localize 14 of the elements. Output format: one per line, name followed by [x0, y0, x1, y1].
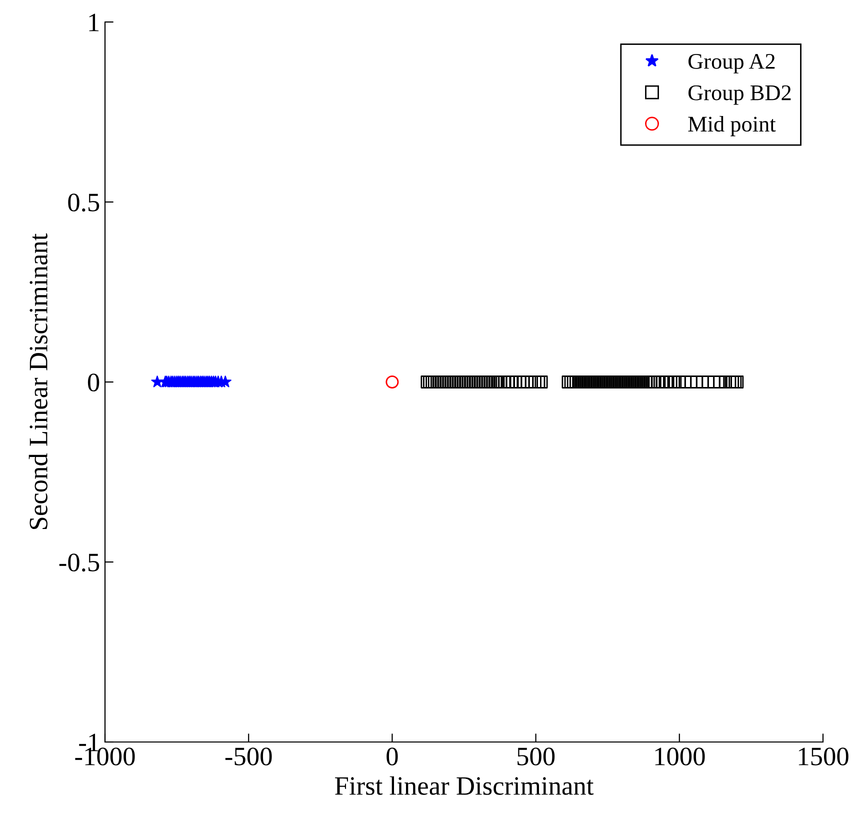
x-tick-label: 0 — [386, 748, 398, 766]
legend-label: Group A2 — [688, 54, 775, 74]
x-tick-label: 1000 — [655, 748, 705, 766]
x-tick-label: 1500 — [798, 748, 848, 766]
y-tick-label: -0.5 — [59, 554, 100, 572]
x-tick-label: -500 — [225, 748, 272, 766]
y-tick-label: 1 — [89, 14, 99, 32]
legend-label: Mid point — [688, 116, 776, 136]
y-axis-title: Second Linear Discriminant — [28, 233, 48, 529]
y-tick-label: 0.5 — [68, 194, 100, 212]
legend-label: Group BD2 — [688, 85, 791, 105]
y-tick-label: 0 — [88, 374, 100, 392]
x-tick-label: 500 — [518, 748, 555, 766]
x-axis-title: First linear Discriminant — [335, 776, 594, 795]
